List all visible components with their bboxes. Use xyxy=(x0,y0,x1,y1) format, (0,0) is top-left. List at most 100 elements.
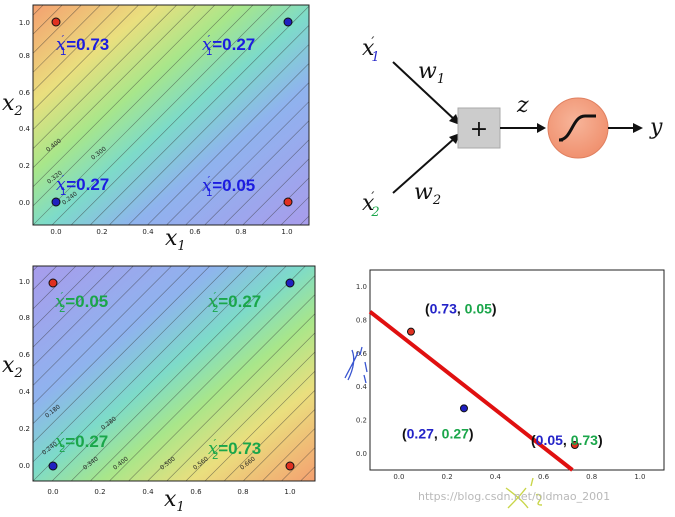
y-tick-label: 1.0 xyxy=(356,283,367,291)
contour-line xyxy=(33,5,158,131)
contour-line xyxy=(33,266,230,463)
annotation-x2-value: x′ 2=0.27 xyxy=(55,430,108,455)
top-y-ticks: 0.0 0.2 0.4 0.6 0.8 1.0 xyxy=(19,19,31,207)
y-tick-label: 0.8 xyxy=(19,52,30,60)
bottom-contour-plot: 0.180 0.280 0.340 0.400 0.500 0.560 0.66… xyxy=(2,265,675,515)
x-tick-label: 0.8 xyxy=(235,228,246,236)
y-tick-label: 0.2 xyxy=(356,417,367,425)
scatter-points xyxy=(406,327,579,449)
arrowhead-icon xyxy=(449,114,460,125)
handwritten-subscript-mark xyxy=(363,361,368,384)
contour-line xyxy=(223,389,315,481)
top-x-ticks: 0.0 0.2 0.4 0.6 0.8 1.0 xyxy=(50,228,292,236)
contour-line xyxy=(33,5,196,169)
x-tick-label: 0.8 xyxy=(237,488,248,496)
contour-line xyxy=(33,266,96,329)
arrowhead-icon xyxy=(633,123,643,133)
contour-line xyxy=(71,266,287,481)
x-tick-label: 0.4 xyxy=(142,228,154,236)
x-tick-label: 0.6 xyxy=(189,228,201,236)
annotation-x2-value: x′ 2=0.05 xyxy=(55,290,108,315)
annotation-x1-value: x′ 1=0.73 xyxy=(56,33,109,58)
top-plot-background xyxy=(33,5,309,225)
annotation-x2-value: x′ 2=0.27 xyxy=(208,290,261,315)
contour-line xyxy=(51,5,273,225)
handwritten-x2-mark xyxy=(505,477,543,509)
data-point-blue xyxy=(283,17,293,27)
contour-line xyxy=(33,266,153,386)
contour-line xyxy=(33,5,120,92)
x-tick-label: 0.0 xyxy=(47,488,58,496)
y-tick-label: 0.4 xyxy=(356,383,368,391)
contour-line xyxy=(70,5,292,225)
contour-line xyxy=(242,158,309,225)
x-tick-label: 1.0 xyxy=(634,473,645,481)
contour-line xyxy=(223,139,309,225)
contour-line xyxy=(663,5,675,225)
contour-line xyxy=(261,177,309,225)
watermark: https://blog.csdn.net/oldmao_2001 xyxy=(418,490,610,503)
scatter-point xyxy=(406,327,415,336)
annotation-x2-value: x′ 2=0.73 xyxy=(208,437,261,462)
scatter-chart: 0.0 0.2 0.4 0.6 0.8 1.0 0.0 0.2 0.4 0.6 0.8 1.0 (0… xyxy=(344,269,665,509)
contour-line xyxy=(109,24,309,225)
contour-line xyxy=(243,408,315,481)
x-tick-label: 1.0 xyxy=(284,488,295,496)
annotation-x1-value: x′ 1=0.27 xyxy=(56,173,109,198)
scatter-point-label: (0.73, 0.05) xyxy=(425,301,497,317)
scatter-point xyxy=(459,404,468,413)
contour-line xyxy=(147,63,309,225)
data-point-red xyxy=(48,278,58,288)
sum-symbol: + xyxy=(470,117,488,142)
bottom-x-ticks: 0.0 0.2 0.4 0.6 0.8 1.0 xyxy=(47,488,295,496)
x-tick-label: 0.0 xyxy=(50,228,61,236)
y-tick-label: 0.2 xyxy=(19,425,30,433)
bottom-y-ticks: 0.0 0.2 0.4 0.6 0.8 1.0 xyxy=(19,278,31,470)
contour-line xyxy=(204,370,315,481)
sum-node xyxy=(457,107,501,149)
contour-line xyxy=(262,427,315,481)
top-plot-frame xyxy=(32,4,310,226)
top-contour-lines xyxy=(33,5,675,225)
contour-line xyxy=(664,266,675,481)
y-tick-label: 1.0 xyxy=(19,278,30,286)
scatter-y-ticks: 0.0 0.2 0.4 0.6 0.8 1.0 xyxy=(356,283,368,458)
contour-line xyxy=(185,101,309,225)
y-tick-label: 0.8 xyxy=(356,317,367,325)
contour-line xyxy=(147,313,315,481)
data-point-red xyxy=(51,17,61,27)
contour-line xyxy=(33,5,101,73)
handwritten-y-label xyxy=(344,346,368,384)
neuron-diagram: x′ 1 x′ 2 w1 w2 + z y xyxy=(362,35,663,220)
data-point-red xyxy=(285,461,295,471)
contour-line xyxy=(33,266,191,425)
x-tick-label: 0.2 xyxy=(96,228,107,236)
contour-line xyxy=(33,5,216,188)
contour-line xyxy=(128,294,315,481)
contour-line xyxy=(90,266,306,481)
contour-line xyxy=(128,43,309,225)
y-tick-label: 0.2 xyxy=(19,162,30,170)
contour-line xyxy=(33,266,249,481)
x-tick-label: 0.4 xyxy=(142,488,154,496)
contour-line xyxy=(33,266,115,348)
x-tick-label: 0.0 xyxy=(393,473,404,481)
weight-w2: w2 xyxy=(414,180,441,208)
x-tick-label: 1.0 xyxy=(281,228,292,236)
contour-line xyxy=(33,5,82,54)
annotation-x1-value: x′ 1=0.27 xyxy=(202,33,255,58)
arrowhead-icon xyxy=(449,133,460,144)
neuron-input-x2: x′ 2 xyxy=(362,190,380,220)
y-tick-label: 0.0 xyxy=(356,450,367,458)
x-tick-label: 0.2 xyxy=(442,473,453,481)
contour-line xyxy=(109,275,315,481)
neuron-input-x1: x′ 1 xyxy=(362,35,380,65)
bottom-plot-frame xyxy=(32,265,316,482)
bottom-x-axis-label: x1 xyxy=(164,487,185,515)
scatter-point-label: (0.27, 0.27) xyxy=(402,425,474,441)
contour-line xyxy=(33,266,77,310)
y-tick-label: 0.6 xyxy=(19,89,31,97)
top-y-axis-label: x2 xyxy=(2,91,23,119)
arrowhead-icon xyxy=(537,123,546,133)
y-tick-label: 0.0 xyxy=(19,462,30,470)
